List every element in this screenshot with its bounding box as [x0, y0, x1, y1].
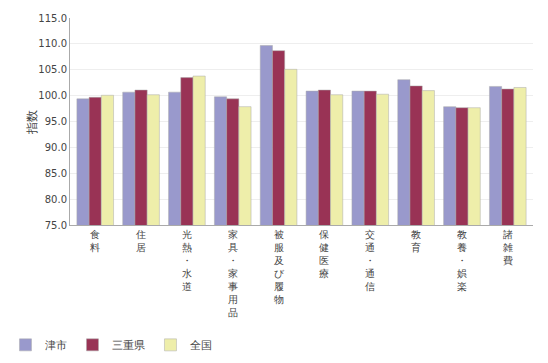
- svg-text:115.0: 115.0: [38, 13, 67, 24]
- svg-text:75.0: 75.0: [45, 220, 67, 231]
- svg-text:住居: 住居: [136, 229, 146, 253]
- svg-text:食料: 食料: [90, 229, 100, 253]
- svg-text:光熱・水道: 光熱・水道: [182, 229, 192, 292]
- svg-text:諸雑費: 諸雑費: [503, 229, 513, 266]
- svg-text:三重県: 三重県: [112, 339, 145, 352]
- svg-text:110.0: 110.0: [38, 38, 67, 49]
- svg-text:全国: 全国: [190, 339, 212, 352]
- svg-text:80.0: 80.0: [45, 194, 67, 205]
- svg-text:90.0: 90.0: [45, 142, 67, 153]
- svg-text:交通・通信: 交通・通信: [365, 229, 375, 292]
- svg-text:家具・家事用品: 家具・家事用品: [228, 229, 238, 318]
- svg-text:100.0: 100.0: [38, 90, 67, 101]
- svg-text:教育: 教育: [411, 229, 421, 253]
- svg-text:津市: 津市: [45, 339, 67, 352]
- svg-text:85.0: 85.0: [45, 168, 67, 179]
- svg-text:保健医療: 保健医療: [319, 229, 329, 279]
- svg-text:教養・娯楽: 教養・娯楽: [457, 229, 467, 292]
- svg-text:95.0: 95.0: [45, 116, 67, 127]
- svg-text:被服及び履物: 被服及び履物: [274, 229, 285, 305]
- svg-text:指数: 指数: [25, 110, 39, 135]
- svg-text:105.0: 105.0: [38, 64, 67, 75]
